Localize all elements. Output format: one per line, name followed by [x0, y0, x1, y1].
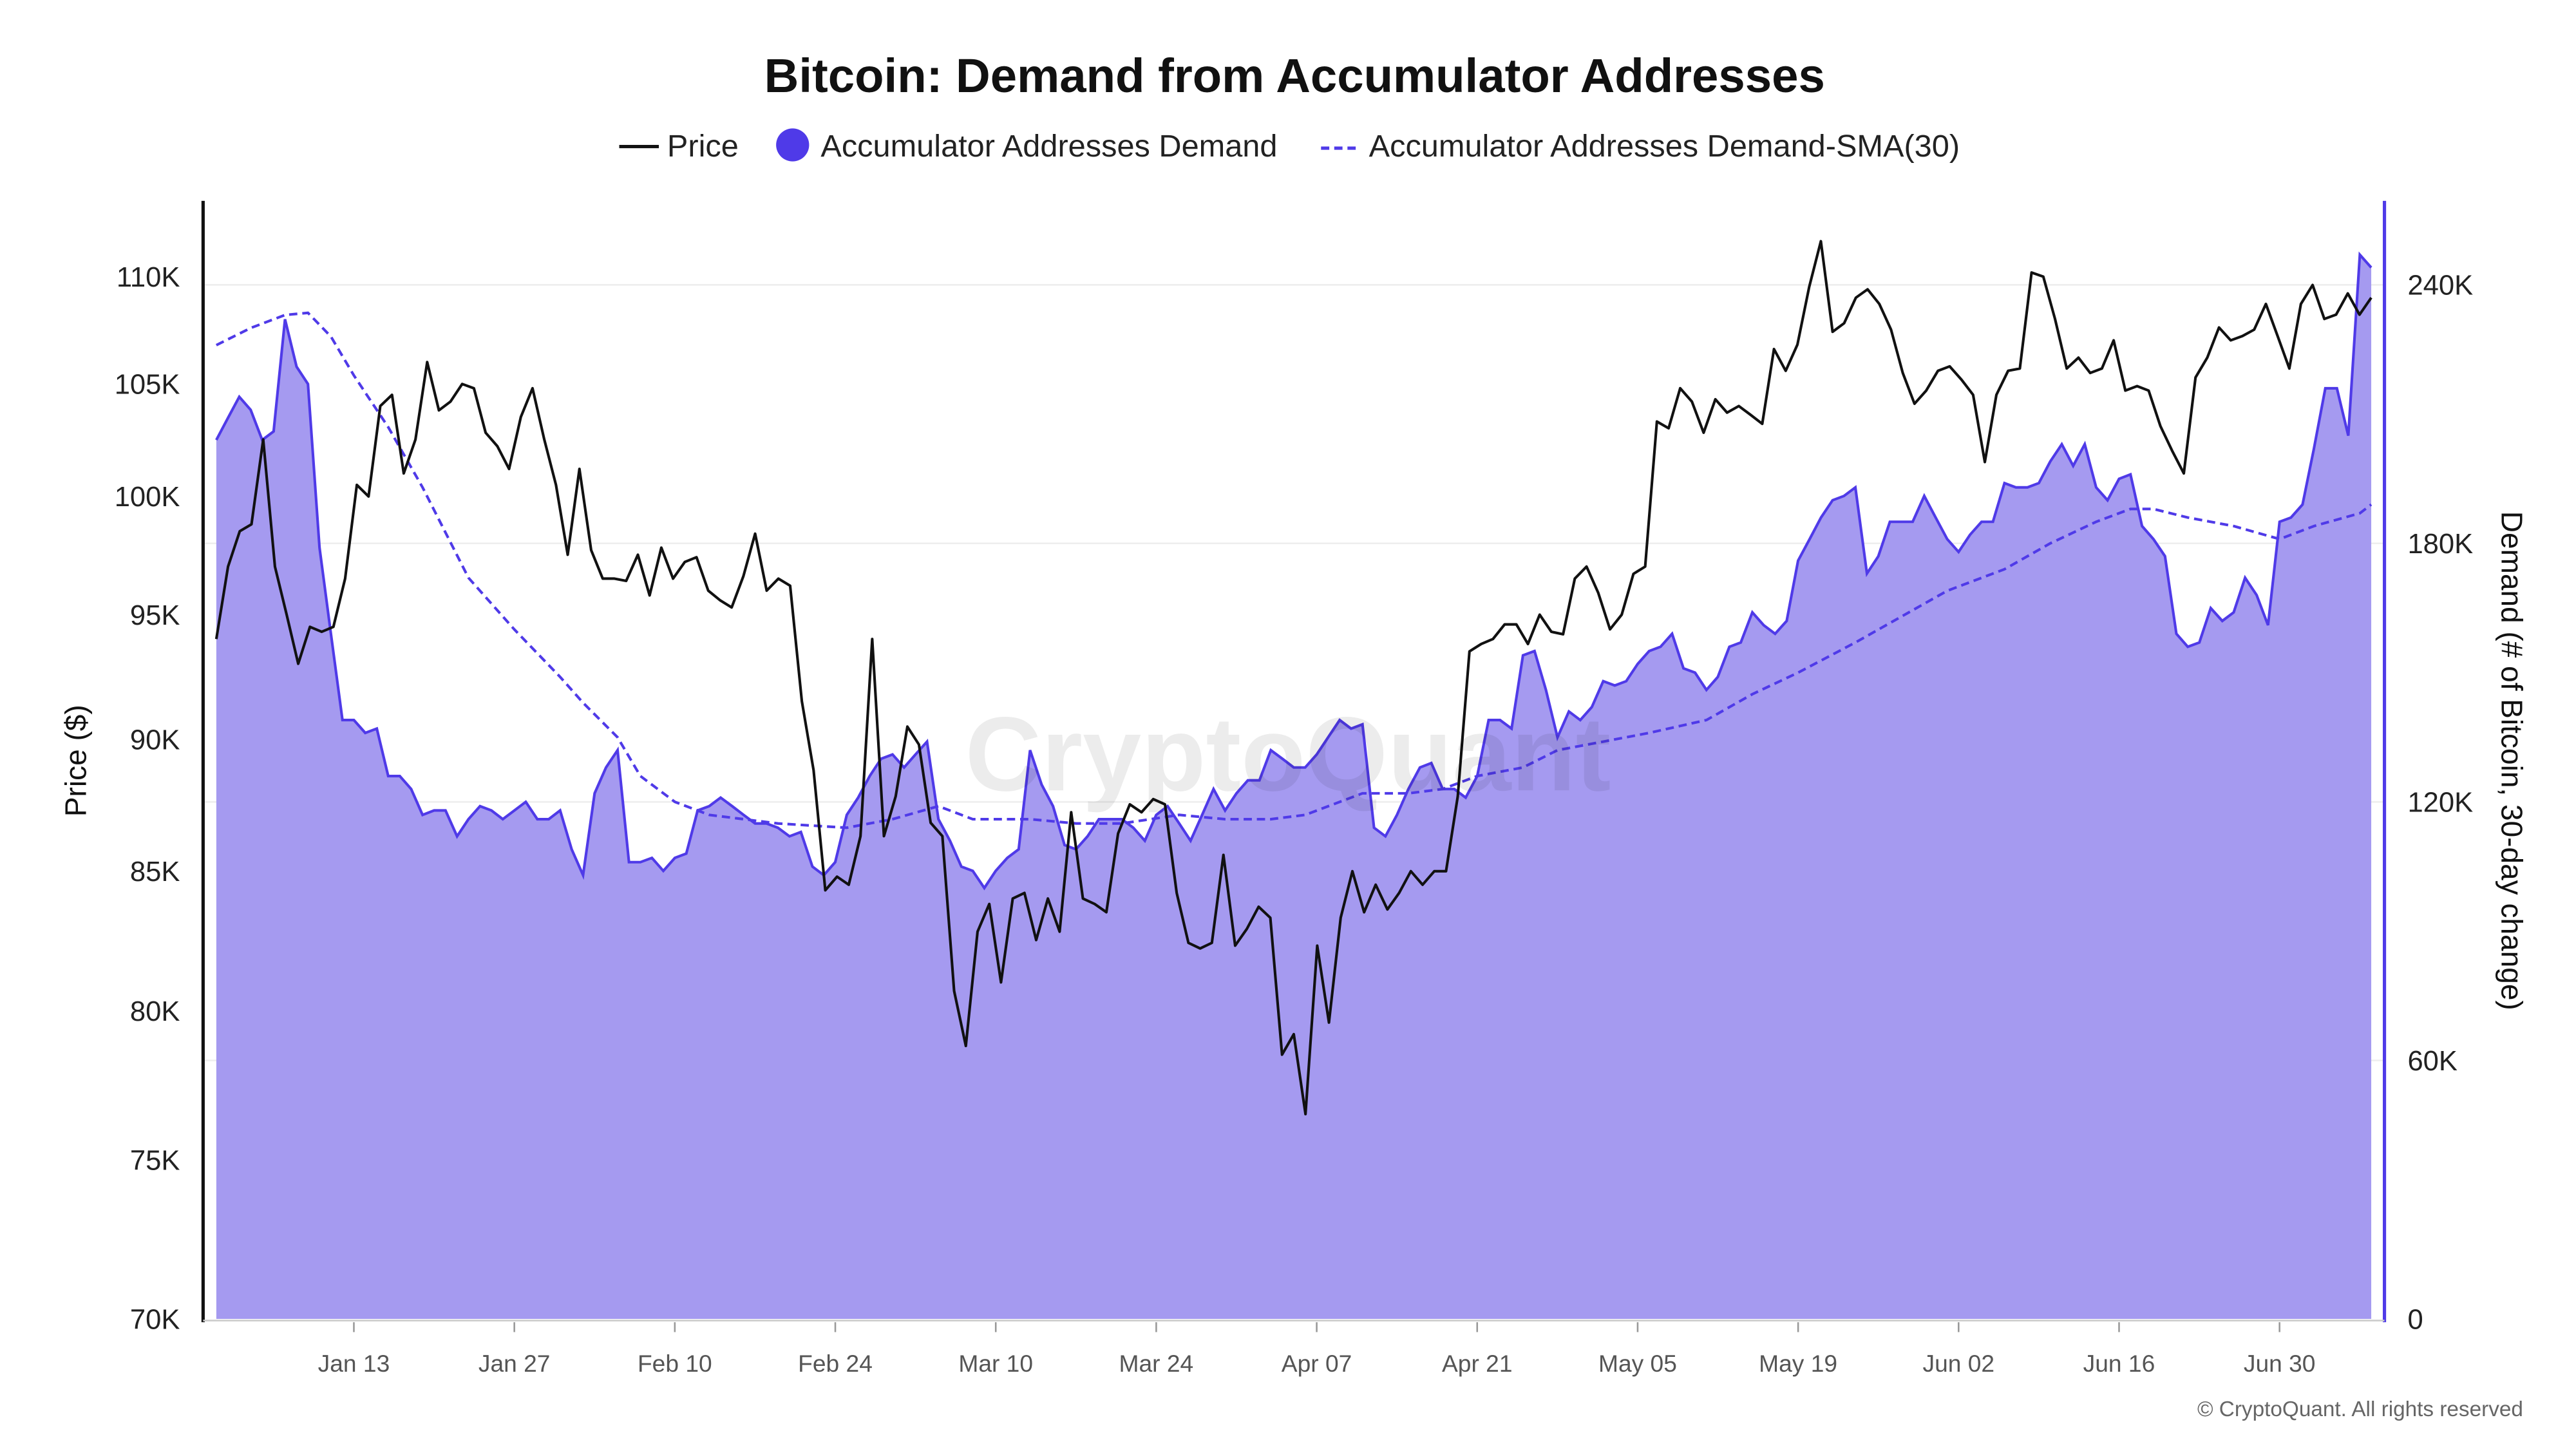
demand-line [215, 251, 2372, 891]
x-tick-label: Jun 02 [1923, 1350, 1995, 1377]
x-tick-label: Feb 24 [798, 1350, 873, 1377]
left-tick-label: 100K [115, 482, 180, 513]
legend-demand-label: Accumulator Addresses Demand [820, 129, 1277, 164]
legend-item-demand[interactable]: Accumulator Addresses Demand [776, 128, 1277, 164]
left-tick-label: 75K [130, 1145, 180, 1176]
legend-item-sma[interactable]: Accumulator Addresses Demand-SMA(30) [1321, 129, 1960, 164]
chart-title: Bitcoin: Demand from Accumulator Address… [764, 49, 1825, 102]
legend-item-price[interactable]: Price [619, 129, 739, 164]
x-tick-label: Jun 16 [2083, 1350, 2155, 1377]
sma-line [215, 311, 2372, 829]
x-tick-label: Apr 21 [1442, 1350, 1512, 1377]
right-tick-label: 180K [2407, 529, 2473, 560]
left-tick-label: 80K [130, 996, 180, 1027]
watermark: CryptoQuant [965, 695, 1611, 813]
x-tick-label: May 19 [1759, 1350, 1837, 1377]
left-axis-title: Price ($) [59, 705, 92, 817]
x-tick-label: Mar 24 [1119, 1350, 1194, 1377]
right-tick-label: 240K [2407, 270, 2473, 301]
x-tick-label: Apr 07 [1282, 1350, 1352, 1377]
left-tick-label: 105K [115, 370, 180, 401]
legend: Price Accumulator Addresses Demand Accum… [619, 128, 1960, 164]
x-tick-label: Jan 27 [478, 1350, 551, 1377]
right-axis-title: Demand (# of Bitcoin, 30-day change) [2496, 511, 2529, 1010]
x-tick-label: Jan 13 [318, 1350, 390, 1377]
legend-price-label: Price [667, 129, 739, 164]
right-tick-label: 60K [2407, 1046, 2458, 1077]
copyright: © CryptoQuant. All rights reserved [2197, 1397, 2523, 1421]
price-line [214, 240, 2372, 1115]
x-tick-label: Jun 30 [2244, 1350, 2316, 1377]
left-tick-label: 90K [130, 725, 180, 756]
left-tick-label: 110K [117, 262, 180, 293]
x-tick-label: Feb 10 [638, 1350, 712, 1377]
legend-demand-swatch [776, 128, 810, 162]
right-tick-label: 0 [2407, 1304, 2423, 1335]
legend-sma-label: Accumulator Addresses Demand-SMA(30) [1369, 129, 1960, 164]
right-tick-label: 120K [2407, 788, 2473, 819]
axes: 0 60K 120K 180K 240K 70K 75K 80K 85K 90K 95K 100K 10… [115, 262, 2474, 1377]
left-tick-label: 95K [130, 600, 180, 631]
left-tick-label: 85K [130, 857, 180, 887]
plot-area [214, 240, 2372, 1320]
x-tick-label: May 05 [1598, 1350, 1677, 1377]
x-tick-label: Mar 10 [958, 1350, 1033, 1377]
demand-area [216, 254, 2372, 1320]
left-tick-label: 70K [130, 1304, 180, 1335]
